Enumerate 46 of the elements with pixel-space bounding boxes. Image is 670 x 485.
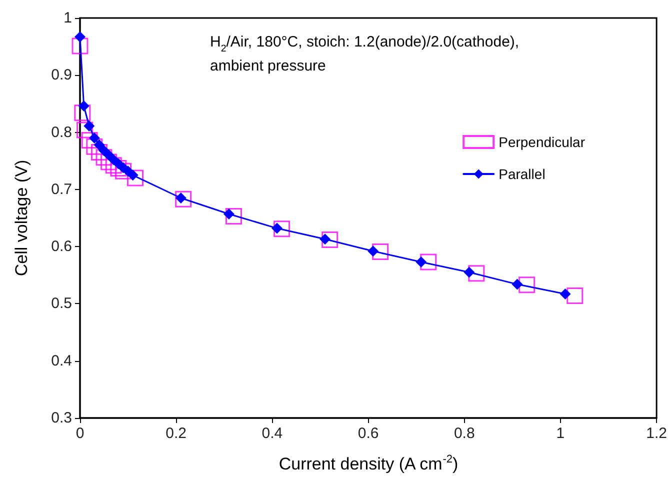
y-tick-label: 0.8 [51,124,72,141]
point [72,38,88,54]
point [512,278,523,290]
y-tick-label: 0.5 [51,295,72,312]
point [175,190,192,208]
x-tick-label: 0 [76,425,84,442]
point [78,100,90,112]
point [74,104,91,122]
y-axis-title: Cell voltage (V) [12,160,31,276]
point [560,288,571,300]
y-tick-label: 0.7 [51,180,72,198]
point [90,144,108,161]
point [372,243,389,260]
x-tick-label: 0.2 [166,425,187,442]
x-tick-label: 1.2 [646,425,668,442]
y-tick-label: 0.9 [51,66,72,84]
x-tick-label: 0.4 [262,425,283,442]
point [420,254,437,270]
x-tick-label: 0.6 [358,425,379,442]
point [74,31,86,42]
point [416,256,427,268]
point [76,122,94,138]
point [464,266,475,278]
point [100,154,118,170]
y-tick-label: 1 [64,10,72,26]
point [226,208,242,225]
x-tick-label: 1 [556,425,565,442]
point [566,287,584,304]
point [110,160,127,177]
point [114,162,132,180]
point [86,138,103,155]
point [322,231,338,248]
point [468,265,485,282]
y-tick-label: 0.6 [51,238,72,256]
y-tick-label: 0.4 [51,352,72,370]
x-tick-label: 0.8 [454,425,475,442]
y-tick-label: 0.3 [51,410,72,426]
point [105,157,122,174]
point [127,170,144,186]
point [274,220,290,238]
point [81,132,98,149]
legend-label: Parallel [498,166,546,182]
point [368,246,379,257]
point [96,149,112,166]
legend-label: Perpendicular [498,134,586,150]
point [518,276,536,294]
